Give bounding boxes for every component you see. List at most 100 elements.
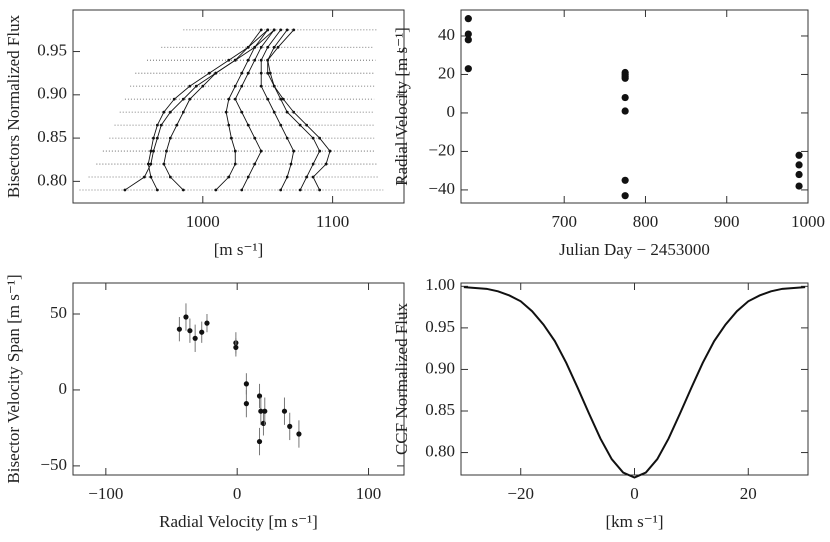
- bisector-point: [224, 110, 228, 114]
- bisector-point: [227, 175, 231, 179]
- bisector-point: [181, 110, 185, 114]
- bisector-point: [233, 84, 237, 88]
- point: [795, 182, 803, 190]
- bisector-point: [168, 175, 172, 179]
- bisector-point: [324, 162, 328, 166]
- x-tick-label: 900: [714, 212, 740, 231]
- bisector-point: [266, 71, 270, 75]
- bisector-point: [253, 45, 257, 49]
- point: [795, 151, 803, 159]
- bisector-point: [123, 188, 127, 192]
- point: [621, 176, 629, 184]
- bisector-point: [272, 110, 276, 114]
- bisector-point: [152, 136, 155, 140]
- bisector-point: [227, 123, 231, 127]
- bisector-line: [147, 29, 269, 191]
- y-tick-label: −50: [40, 455, 67, 474]
- bisector-point: [305, 175, 309, 179]
- bisector-point: [240, 110, 244, 114]
- bisector-point: [146, 162, 150, 166]
- bisector-point: [188, 97, 192, 101]
- point: [192, 335, 198, 341]
- point: [243, 401, 249, 407]
- bisector-point: [233, 58, 237, 62]
- bisector-point: [266, 97, 270, 101]
- y-axis-label: Radial Velocity [m s⁻¹]: [392, 27, 411, 186]
- y-tick-label: 0: [447, 102, 456, 121]
- bisector-line: [260, 29, 295, 191]
- axes-frame: [460, 282, 809, 476]
- y-tick-label: 0.95: [425, 317, 455, 336]
- point: [621, 93, 629, 102]
- point: [281, 408, 288, 414]
- point: [183, 314, 189, 320]
- point: [464, 30, 472, 38]
- bisector-point: [149, 175, 153, 179]
- bisector-point: [152, 149, 155, 153]
- bisector-point: [155, 188, 159, 192]
- y-tick-label: 1.00: [425, 275, 455, 294]
- y-tick-label: −40: [428, 179, 455, 198]
- bisector-point: [285, 110, 289, 114]
- bisector-point: [298, 123, 302, 127]
- point: [464, 36, 472, 44]
- bisector-point: [285, 28, 289, 32]
- bisector-point: [272, 84, 276, 88]
- bisector-point: [149, 149, 153, 153]
- point: [187, 328, 193, 334]
- bisector-point: [246, 175, 250, 179]
- x-axis-label: Julian Day − 2453000: [559, 240, 710, 259]
- bisector-point: [259, 28, 263, 32]
- y-tick-label: 0.95: [37, 40, 67, 59]
- y-axis-label: Bisector Velocity Span [m s⁻¹]: [4, 274, 23, 483]
- point: [296, 431, 302, 437]
- bisector-point: [240, 84, 244, 88]
- bisector-point: [318, 136, 322, 140]
- bisector-point: [229, 136, 233, 140]
- bisector-point: [311, 136, 315, 140]
- bisector-point: [188, 84, 192, 88]
- x-tick-label: 1000: [186, 212, 220, 231]
- bisector-point: [155, 123, 159, 127]
- bisector-point: [181, 188, 185, 192]
- bisector-point: [201, 84, 205, 88]
- bisector-point: [305, 123, 309, 127]
- bisector-point: [253, 162, 257, 166]
- bisector-point: [207, 71, 211, 75]
- bisector-point: [227, 58, 231, 62]
- bisector-point: [292, 110, 296, 114]
- bisector-point: [279, 123, 283, 127]
- x-axis-label: [km s⁻¹]: [606, 512, 664, 531]
- bisector-point: [318, 188, 322, 192]
- x-tick-label: 1100: [316, 212, 349, 231]
- bisector-point: [311, 162, 315, 166]
- bisector-line: [267, 29, 331, 191]
- bisector-point: [259, 45, 263, 49]
- x-tick-label: −20: [507, 484, 534, 503]
- bisector-point: [259, 58, 263, 62]
- y-tick-label: 0.90: [37, 84, 67, 103]
- ccf-line: [463, 286, 806, 479]
- y-tick-label: 20: [438, 63, 455, 82]
- bisector-point: [162, 110, 166, 114]
- bisector-point: [285, 136, 289, 140]
- point: [233, 344, 239, 351]
- bisector-point: [272, 45, 276, 49]
- bisector-point: [285, 175, 289, 179]
- bisector-point: [289, 162, 293, 166]
- y-tick-label: −20: [428, 140, 455, 159]
- x-tick-label: 0: [233, 484, 242, 503]
- bisector-point: [246, 123, 250, 127]
- bisector-point: [259, 71, 263, 75]
- bisector-point: [240, 188, 244, 192]
- bisector-point: [292, 149, 296, 153]
- point: [260, 420, 267, 426]
- bisector-point: [159, 123, 163, 127]
- bisector-point: [311, 175, 315, 179]
- bisector-point: [279, 188, 283, 192]
- axes-frame: [72, 9, 405, 204]
- point: [262, 408, 268, 414]
- x-axis-label: Radial Velocity [m s⁻¹]: [159, 512, 318, 531]
- bisector-point: [155, 136, 159, 140]
- point: [464, 15, 472, 23]
